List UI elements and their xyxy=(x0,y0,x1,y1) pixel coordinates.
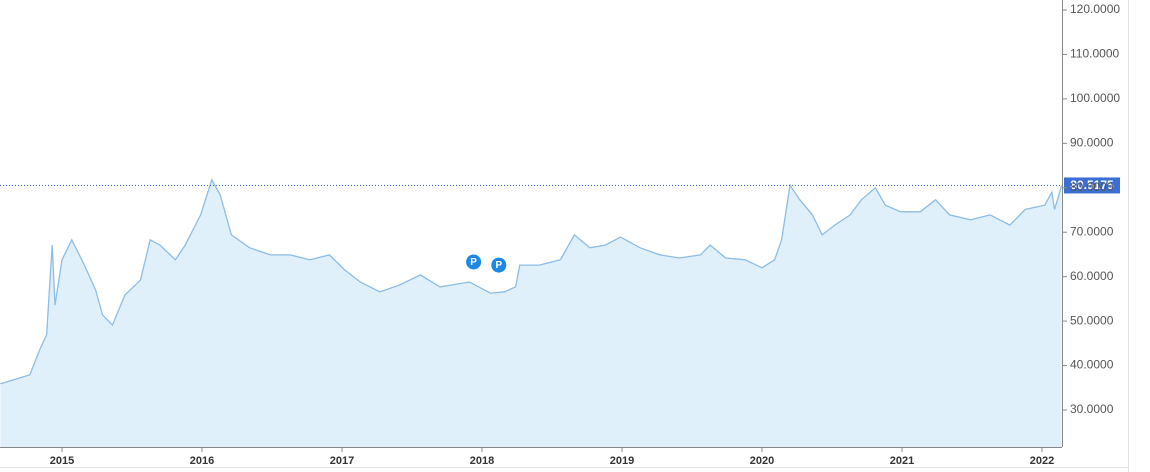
x-tick-label: 2021 xyxy=(890,455,914,467)
x-tick-label: 2018 xyxy=(470,455,494,467)
annotation-label: P xyxy=(470,257,477,268)
annotation-marker xyxy=(490,256,508,274)
x-tick-label: 2015 xyxy=(50,455,74,467)
y-tick-label: 80.0000 xyxy=(1070,180,1114,194)
y-tick-label: 30.0000 xyxy=(1070,402,1114,416)
annotation-marker xyxy=(465,253,483,271)
y-tick-label: 90.0000 xyxy=(1070,135,1114,149)
y-tick-label: 100.0000 xyxy=(1070,91,1120,105)
x-tick-label: 2020 xyxy=(750,455,774,467)
last-value-label: 80.5175 xyxy=(1070,178,1114,192)
line xyxy=(0,178,1063,385)
y-tick-label: 70.0000 xyxy=(1070,224,1114,238)
x-tick-label: 2019 xyxy=(610,455,634,467)
last-value-box xyxy=(1064,177,1120,194)
y-tick-label: 120.0000 xyxy=(1070,2,1120,16)
x-tick-label: 2016 xyxy=(190,455,214,467)
annotation-label: P xyxy=(495,260,502,271)
x-tick-label: 2017 xyxy=(330,455,354,467)
y-tick-label: 60.0000 xyxy=(1070,269,1114,283)
y-tick-label: 40.0000 xyxy=(1070,358,1114,372)
area-fill xyxy=(0,179,1062,448)
y-tick-label: 50.0000 xyxy=(1070,313,1114,327)
x-tick-label: 2022 xyxy=(1030,455,1054,467)
y-tick-label: 110.0000 xyxy=(1070,47,1119,61)
